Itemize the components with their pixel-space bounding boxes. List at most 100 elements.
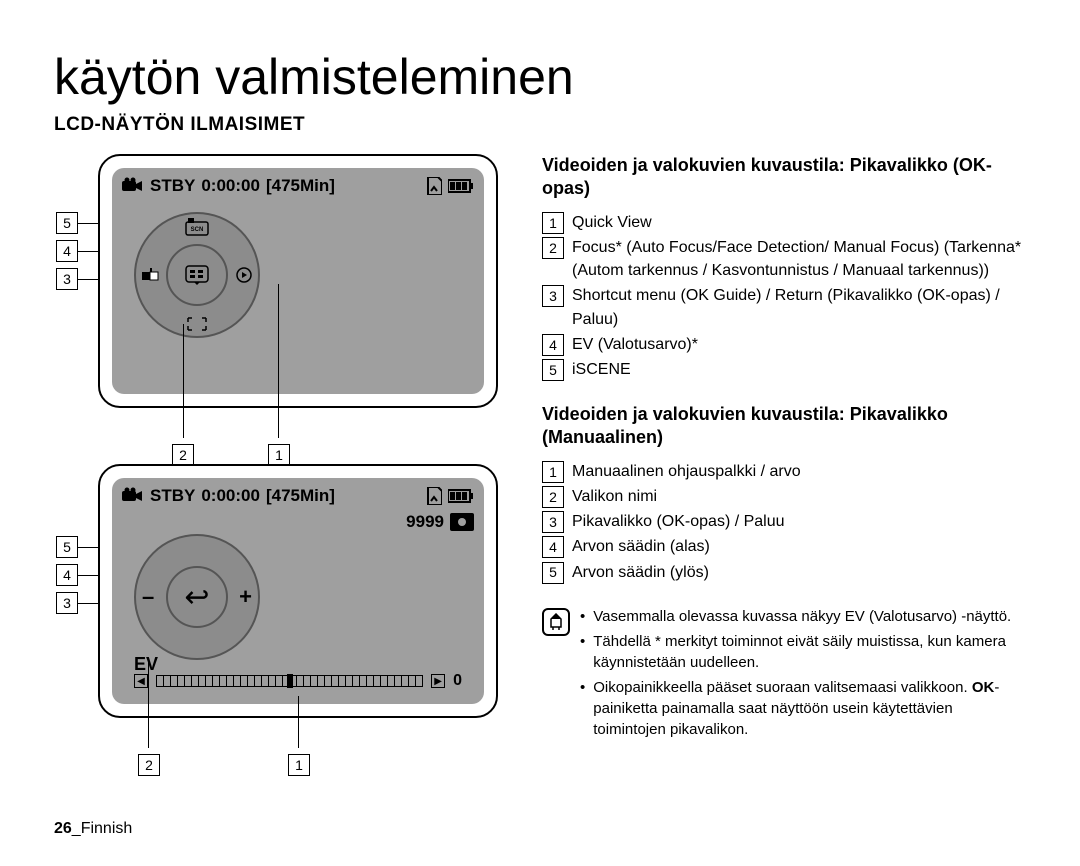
- notes-block: • Vasemmalla olevassa kuvassa näkyy EV (V…: [542, 606, 1026, 744]
- page-number: 26: [54, 820, 72, 837]
- callout-box: 1: [288, 754, 310, 776]
- control-wheel: SCN: [134, 212, 260, 338]
- time-label: 0:00:00: [201, 486, 260, 506]
- definition-list-2: 1 Manuaalinen ohjauspalkki / arvo 2 Valikon…: [542, 460, 1026, 584]
- lcd-figure-1: 5 4 3 STBY 0:00:00 [475Min]: [98, 154, 514, 408]
- storage-card-icon: [426, 177, 442, 195]
- remaining-label: [475Min]: [266, 486, 335, 506]
- number-box: 5: [542, 562, 564, 584]
- wheel-left-minus: –: [142, 584, 154, 610]
- section-heading: LCD-NÄYTÖN ILMAISIMET: [54, 114, 1026, 136]
- photo-count: 9999: [406, 512, 444, 532]
- definition-row: 5 Arvon säädin (ylös): [542, 561, 1026, 584]
- bullet-icon: •: [580, 631, 585, 673]
- definition-row: 2 Valikon nimi: [542, 485, 1026, 508]
- number-box: 5: [542, 359, 564, 381]
- definition-text: Arvon säädin (ylös): [572, 561, 709, 584]
- callout-box: 5: [56, 536, 78, 558]
- arrow-right-icon: ▶: [431, 674, 445, 688]
- content-columns: 5 4 3 STBY 0:00:00 [475Min]: [54, 154, 1026, 768]
- callout-box: 3: [56, 268, 78, 290]
- number-box: 2: [542, 237, 564, 259]
- definition-row: 1 Quick View: [542, 211, 1026, 234]
- wheel-bottom-focus-icon: [186, 316, 208, 332]
- callout-box: 2: [172, 444, 194, 466]
- subheading-2: Videoiden ja valokuvien kuvaustila: Pika…: [542, 403, 1026, 450]
- battery-icon: [448, 489, 474, 503]
- wheel-right-plus: +: [239, 584, 252, 610]
- callout-box: 1: [268, 444, 290, 466]
- definition-text: Valikon nimi: [572, 485, 657, 508]
- ev-slider: ◀ ▶ 0: [134, 672, 462, 690]
- wheel-left-ev-icon: [142, 268, 160, 282]
- definition-text: Shortcut menu (OK Guide) / Return (Pikav…: [572, 284, 1026, 330]
- camcorder-icon: [122, 487, 144, 505]
- camcorder-icon: [122, 177, 144, 195]
- page-title: käytön valmisteleminen: [54, 48, 1026, 106]
- definition-text: Pikavalikko (OK-opas) / Paluu: [572, 510, 785, 533]
- storage-card-icon: [426, 487, 442, 505]
- control-wheel: – + ↩: [134, 534, 260, 660]
- definition-row: 4 EV (Valotusarvo)*: [542, 333, 1026, 356]
- definition-text: Focus* (Auto Focus/Face Detection/ Manua…: [572, 236, 1026, 282]
- callout-box: 2: [138, 754, 160, 776]
- left-column: 5 4 3 STBY 0:00:00 [475Min]: [54, 154, 514, 768]
- notes-list: • Vasemmalla olevassa kuvassa näkyy EV (V…: [580, 606, 1026, 744]
- definition-text: Manuaalinen ohjauspalkki / arvo: [572, 460, 801, 483]
- wheel-center-ok-icon: [166, 244, 228, 306]
- note-item: •Tähdellä * merkityt toiminnot eivät säi…: [580, 631, 1026, 673]
- ev-value: 0: [453, 672, 462, 690]
- number-box: 4: [542, 536, 564, 558]
- lcd-inner: STBY 0:00:00 [475Min] SCN: [112, 168, 484, 394]
- lcd-status-bar: STBY 0:00:00 [475Min]: [122, 176, 474, 196]
- lcd-inner: STBY 0:00:00 [475Min] 9999: [112, 478, 484, 704]
- number-box: 2: [542, 486, 564, 508]
- subheading-1: Videoiden ja valokuvien kuvaustila: Pika…: [542, 154, 1026, 201]
- definition-row: 3 Shortcut menu (OK Guide) / Return (Pika…: [542, 284, 1026, 330]
- number-box: 3: [542, 511, 564, 533]
- ev-bar-track: [156, 675, 423, 687]
- bullet-icon: •: [580, 677, 585, 740]
- lcd-screen: STBY 0:00:00 [475Min] SCN: [98, 154, 498, 408]
- right-column: Videoiden ja valokuvien kuvaustila: Pika…: [542, 154, 1026, 768]
- svg-text:SCN: SCN: [191, 227, 204, 233]
- note-icon: [542, 608, 570, 636]
- note-item: •Oikopainikkeella pääset suoraan valitse…: [580, 677, 1026, 740]
- definition-row: 2 Focus* (Auto Focus/Face Detection/ Manu…: [542, 236, 1026, 282]
- number-box: 1: [542, 461, 564, 483]
- bullet-icon: •: [580, 606, 585, 627]
- photo-icon: [450, 513, 474, 531]
- note-item: • Vasemmalla olevassa kuvassa näkyy EV (V…: [580, 606, 1026, 627]
- callout-box: 4: [56, 564, 78, 586]
- definition-row: 3 Pikavalikko (OK-opas) / Paluu: [542, 510, 1026, 533]
- lcd-screen: STBY 0:00:00 [475Min] 9999: [98, 464, 498, 718]
- definition-row: 1 Manuaalinen ohjauspalkki / arvo: [542, 460, 1026, 483]
- lcd-figure-2: 5 4 3 STBY 0:00:00 [475Min]: [98, 464, 514, 718]
- note-text: Tähdellä * merkityt toiminnot eivät säil…: [593, 631, 1026, 673]
- number-box: 1: [542, 212, 564, 234]
- definition-text: EV (Valotusarvo)*: [572, 333, 698, 356]
- note-text: Vasemmalla olevassa kuvassa näkyy EV (Va…: [593, 606, 1011, 627]
- note-text: Oikopainikkeella pääset suoraan valitsem…: [593, 677, 1026, 740]
- definition-text: Arvon säädin (alas): [572, 535, 710, 558]
- lcd-photo-count: 9999: [406, 512, 474, 532]
- stby-label: STBY: [150, 486, 195, 506]
- battery-icon: [448, 179, 474, 193]
- stby-label: STBY: [150, 176, 195, 196]
- lcd-status-bar: STBY 0:00:00 [475Min]: [122, 486, 474, 506]
- number-box: 4: [542, 334, 564, 356]
- page-footer: 26_Finnish: [54, 820, 132, 838]
- wheel-top-scn-icon: SCN: [185, 218, 209, 236]
- callout-box: 5: [56, 212, 78, 234]
- definition-row: 4 Arvon säädin (alas): [542, 535, 1026, 558]
- wheel-right-play-icon: [236, 267, 252, 283]
- callout-box: 4: [56, 240, 78, 262]
- definition-list-1: 1 Quick View 2 Focus* (Auto Focus/Face Dete…: [542, 211, 1026, 381]
- time-label: 0:00:00: [201, 176, 260, 196]
- arrow-left-icon: ◀: [134, 674, 148, 688]
- wheel-center-return-icon: ↩: [166, 566, 228, 628]
- remaining-label: [475Min]: [266, 176, 335, 196]
- definition-text: Quick View: [572, 211, 652, 234]
- number-box: 3: [542, 285, 564, 307]
- definition-row: 5iSCENE: [542, 358, 1026, 381]
